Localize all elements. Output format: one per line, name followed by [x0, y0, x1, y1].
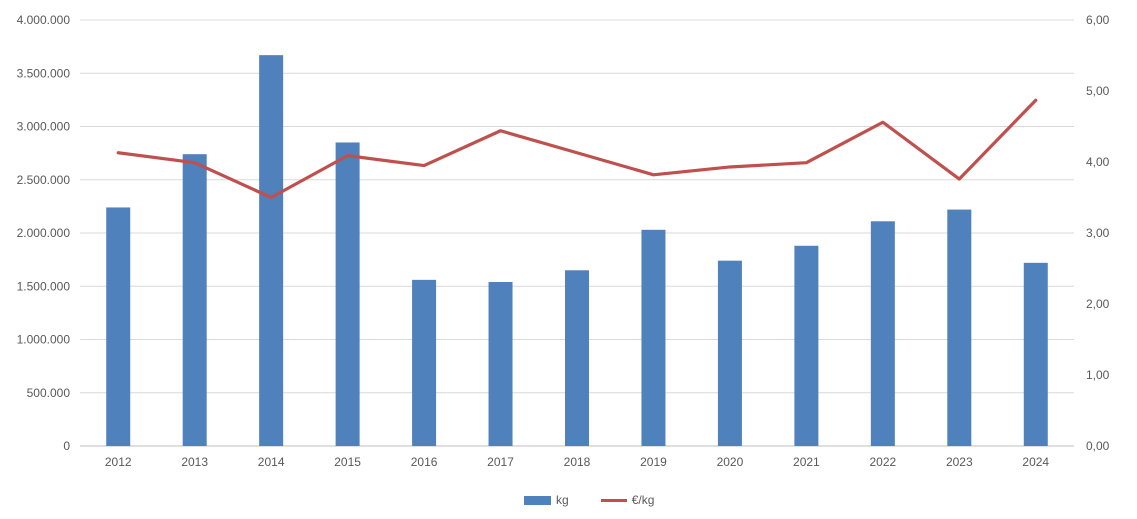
- kg-series-swatch: [524, 495, 551, 505]
- x-axis-label-2023: 2023: [946, 455, 973, 469]
- bar-2024[interactable]: [1023, 262, 1048, 446]
- left-axis-tick-label: 3.000.000: [17, 120, 71, 134]
- x-axis-label-2019: 2019: [640, 455, 667, 469]
- chart-legend: kg €/kg: [524, 493, 654, 507]
- x-axis-label-2021: 2021: [793, 455, 820, 469]
- left-axis-tick-label: 3.500.000: [17, 66, 71, 80]
- x-axis-label-2016: 2016: [411, 455, 438, 469]
- legend-item-kg[interactable]: kg: [524, 493, 569, 507]
- bar-2019[interactable]: [641, 229, 666, 446]
- bar-2013[interactable]: [182, 154, 207, 446]
- x-axis-label-2015: 2015: [334, 455, 361, 469]
- left-axis-tick-label: 1.500.000: [17, 279, 71, 293]
- bar-2021[interactable]: [794, 245, 819, 446]
- bar-2012[interactable]: [106, 207, 131, 446]
- bar-2023[interactable]: [947, 209, 972, 446]
- x-axis-label-2018: 2018: [564, 455, 591, 469]
- bar-2014[interactable]: [259, 55, 284, 447]
- left-axis-tick-label: 2.500.000: [17, 173, 71, 187]
- right-axis-tick-label: 5,00: [1086, 84, 1110, 98]
- left-axis-tick-label: 0: [63, 439, 70, 453]
- right-axis-tick-label: 6,00: [1086, 13, 1110, 27]
- right-axis-tick-label: 4,00: [1086, 155, 1110, 169]
- price-line[interactable]: [116, 98, 1038, 200]
- right-axis-tick-label: 3,00: [1086, 226, 1110, 240]
- bar-2016[interactable]: [412, 279, 437, 446]
- bar-2017[interactable]: [488, 281, 513, 446]
- x-axis-label-2012: 2012: [105, 455, 132, 469]
- left-axis-tick-label: 2.000.000: [17, 226, 71, 240]
- x-axis-label-2014: 2014: [258, 455, 285, 469]
- left-axis-tick-label: 500.000: [27, 386, 71, 400]
- x-axis-label-2022: 2022: [869, 455, 896, 469]
- left-axis-tick-label: 4.000.000: [17, 13, 71, 27]
- x-axis-label-2024: 2024: [1022, 455, 1049, 469]
- x-axis-label-2017: 2017: [487, 455, 514, 469]
- eur-per-kg-series-label: €/kg: [631, 493, 655, 507]
- right-axis-tick-label: 2,00: [1086, 297, 1110, 311]
- x-axis-label-2013: 2013: [181, 455, 208, 469]
- bar-2020[interactable]: [717, 260, 742, 446]
- right-axis-tick-label: 0,00: [1086, 439, 1110, 453]
- bar-2022[interactable]: [870, 221, 895, 446]
- bar-2018[interactable]: [565, 270, 589, 446]
- left-axis-tick-label: 1.000.000: [17, 333, 71, 347]
- legend-item-eur-per-kg[interactable]: €/kg: [600, 493, 655, 507]
- x-axis-label-2020: 2020: [717, 455, 744, 469]
- eur-per-kg-series-swatch: [600, 498, 627, 502]
- kg-series-label: kg: [556, 493, 569, 507]
- right-axis-tick-label: 1,00: [1086, 368, 1110, 382]
- bar-2015[interactable]: [335, 142, 360, 446]
